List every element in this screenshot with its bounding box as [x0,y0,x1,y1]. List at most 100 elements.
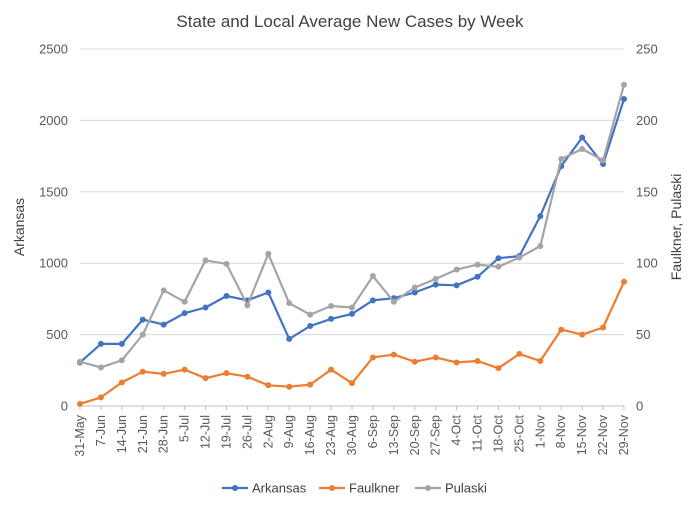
faulkner-point [265,382,272,389]
faulkner-point [286,383,293,390]
arkansas-point [286,335,293,342]
legend-marker-arkansas [232,485,238,491]
arkansas-point [202,304,209,311]
x-tick-label: 26-Jul [240,415,254,449]
legend-marker-faulkner [329,485,335,491]
faulkner-point [97,394,104,401]
faulkner-point [349,380,355,387]
pulaski-point [432,275,439,282]
legend-marker-pulaski [425,485,431,491]
faulkner-point [160,370,167,377]
x-tick-label: 4-Oct [450,414,464,445]
x-tick-label: 1-Nov [533,414,547,448]
left-axis-ticks: 0 500 1000 1500 2000 2500 [39,42,68,414]
x-tick-label: 19-Jul [219,415,233,449]
faulkner-point [537,358,544,365]
x-tick-label: 20-Sep [408,415,422,455]
pulaski-point [202,257,209,264]
left-tick-label: 0 [61,399,68,414]
x-tick-label: 2-Aug [261,415,275,448]
pulaski-point [516,254,523,261]
faulkner-point [453,359,460,366]
series-group [77,81,627,407]
pulaski-point [160,287,167,294]
x-tick-label: 5-Jul [178,415,192,442]
arkansas-point [160,321,167,328]
faulkner-point [77,400,83,407]
pulaski-point [600,157,607,164]
faulkner-point [558,326,565,333]
x-tick-label: 14-Jun [115,415,129,453]
arkansas-point [495,255,502,262]
arkansas-point [118,340,125,347]
right-axis-title: Faulkner, Pulaski [668,174,684,281]
right-tick-label: 100 [636,256,658,271]
faulkner-point [223,370,230,377]
pulaski-point [286,300,293,307]
right-axis-ticks: 0 50 100 150 200 250 [636,42,658,414]
faulkner-point [369,354,376,361]
pulaski-point [579,145,586,152]
faulkner-point [516,350,523,357]
legend-item-pulaski: Pulaski [415,481,487,496]
pulaski-point [244,302,251,309]
legend-label-faulkner: Faulkner [349,481,400,496]
x-tick-label: 28-Jun [157,415,171,453]
faulkner-point [181,366,188,373]
x-tick-label: 15-Nov [575,414,589,455]
x-tick-label: 29-Nov [617,414,631,455]
arkansas-point [537,213,544,220]
legend-item-arkansas: Arkansas [222,481,307,496]
legend-label-pulaski: Pulaski [445,481,487,496]
legend-label-arkansas: Arkansas [252,481,307,496]
faulkner-point [579,331,586,338]
chart-title: State and Local Average New Cases by Wee… [176,12,524,31]
x-tick-label: 21-Jun [136,415,150,453]
legend-item-faulkner: Faulkner [319,481,400,496]
faulkner-point [432,354,439,361]
faulkner-point [118,379,125,386]
pulaski-point [223,260,230,267]
pulaski-point [265,250,272,257]
arkansas-point [328,315,335,322]
x-tick-label: 18-Oct [491,414,505,452]
right-tick-label: 200 [636,113,658,128]
x-tick-label: 12-Jul [199,415,213,449]
faulkner-point [328,366,335,373]
x-tick-label: 22-Nov [596,414,610,455]
pulaski-point [453,266,460,273]
pulaski-point [474,261,481,268]
faulkner-point [390,351,397,358]
pulaski-point [411,284,418,291]
gridlines [80,48,624,336]
arkansas-point [349,310,355,317]
arkansas-point [97,340,104,347]
arkansas-point [223,293,230,300]
x-tick-label: 31-May [73,414,87,456]
faulkner-point [307,381,314,388]
arkansas-point [621,95,627,102]
faulkner-point [244,373,251,380]
right-tick-label: 50 [636,327,650,342]
arkansas-point [307,323,314,330]
x-tick-label: 23-Aug [324,415,338,455]
left-tick-label: 500 [46,327,68,342]
arkansas-point [453,282,460,289]
left-tick-label: 1500 [39,184,68,199]
pulaski-point [621,81,627,88]
pulaski-point [328,303,335,310]
arkansas-point [369,297,376,304]
x-tick-label: 9-Aug [282,415,296,448]
pulaski-point [537,243,544,250]
left-tick-label: 2500 [39,42,68,57]
pulaski-point [118,357,125,364]
pulaski-point [139,331,146,338]
arkansas-point [474,273,481,280]
right-tick-label: 0 [636,399,643,414]
x-tick-label: 25-Oct [512,414,526,452]
pulaski-point [369,273,376,280]
faulkner-point [600,324,607,331]
pulaski-point [77,358,83,365]
